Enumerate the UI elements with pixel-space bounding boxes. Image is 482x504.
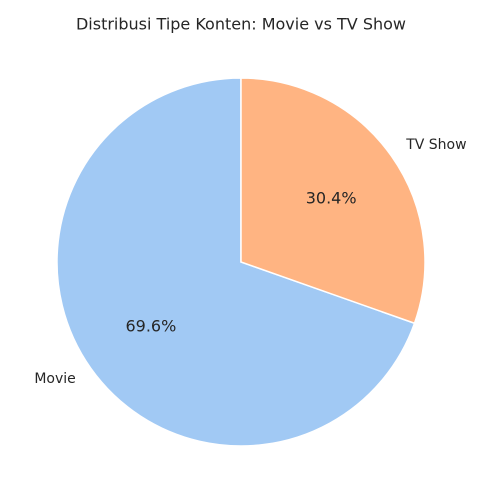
chart-title: Distribusi Tipe Konten: Movie vs TV Show (76, 15, 406, 34)
pie-labels: Movie 69.6% TV Show 30.4% (34, 137, 466, 387)
slice-percent-movie: 69.6% (125, 316, 176, 335)
pie-slice-movie (56, 77, 416, 447)
pie-slices (56, 77, 426, 447)
slice-label-tv-show: TV Show (405, 137, 466, 153)
pie-slice-tv-show (240, 77, 426, 325)
slice-label-movie: Movie (34, 371, 75, 387)
slice-percent-tv-show: 30.4% (306, 189, 357, 208)
